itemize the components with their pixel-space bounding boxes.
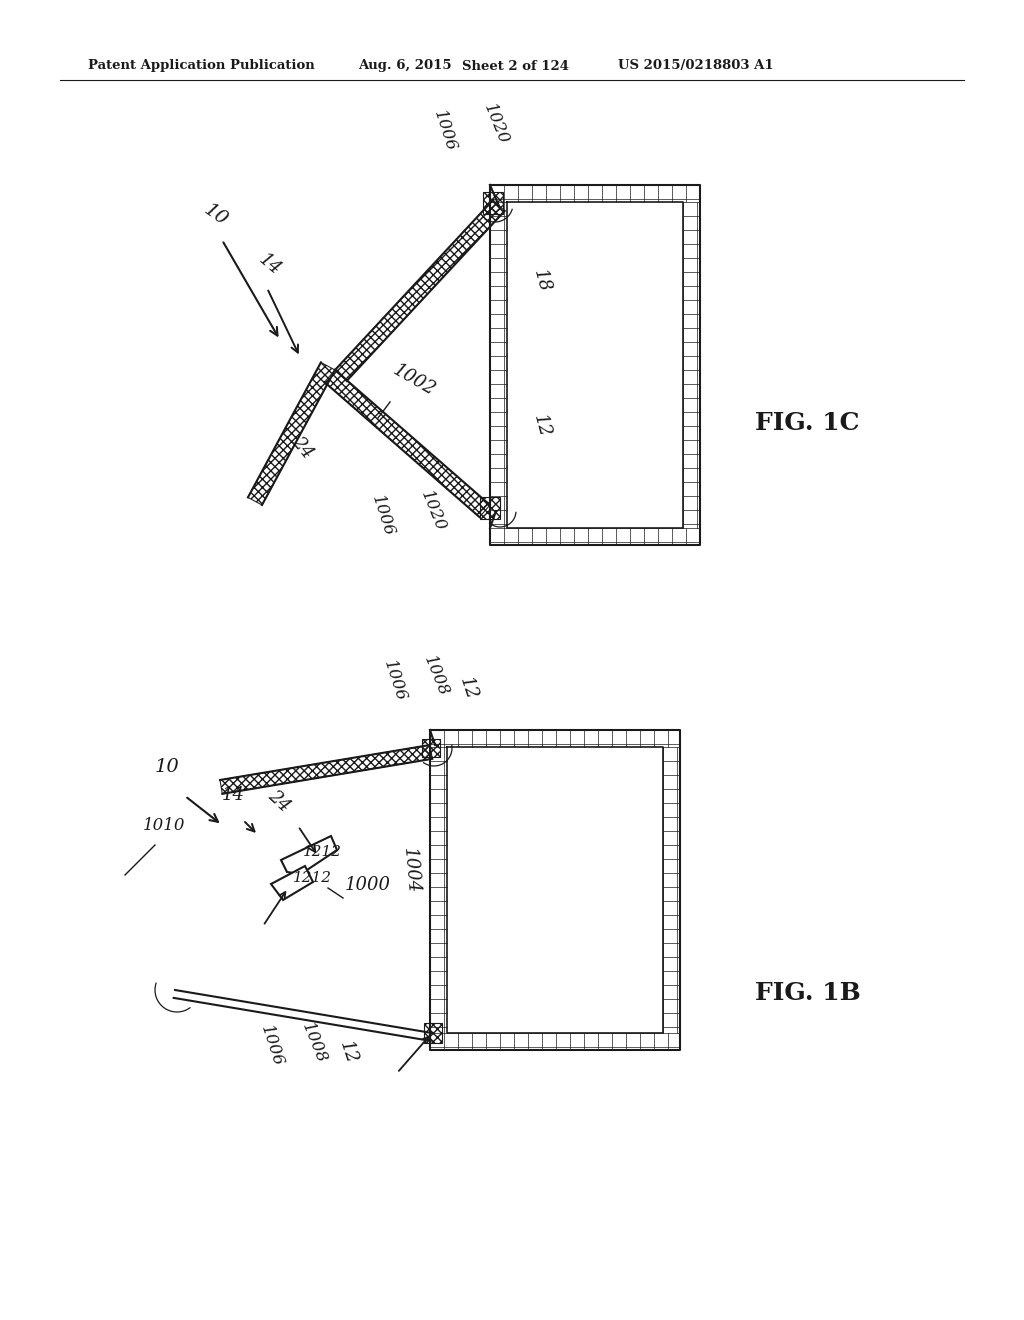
Text: 1020: 1020 <box>417 488 449 535</box>
Text: 24: 24 <box>288 433 316 462</box>
Text: 12: 12 <box>336 1039 360 1067</box>
Polygon shape <box>281 836 337 874</box>
Text: 1008: 1008 <box>298 1020 330 1067</box>
Text: 10: 10 <box>200 201 230 228</box>
Text: 14: 14 <box>222 785 245 804</box>
Polygon shape <box>271 866 313 900</box>
Text: Sheet 2 of 124: Sheet 2 of 124 <box>462 59 569 73</box>
Text: 10: 10 <box>155 758 180 776</box>
Text: 1020: 1020 <box>480 102 512 147</box>
Text: 1010: 1010 <box>143 817 185 834</box>
Text: 1008: 1008 <box>420 653 452 700</box>
Text: 1006: 1006 <box>380 659 410 704</box>
Text: 12: 12 <box>530 412 553 440</box>
Text: FIG. 1C: FIG. 1C <box>755 411 859 436</box>
Text: 14: 14 <box>255 251 285 279</box>
Text: 1000: 1000 <box>345 876 391 894</box>
Text: 12: 12 <box>456 675 480 702</box>
Text: US 2015/0218803 A1: US 2015/0218803 A1 <box>618 59 773 73</box>
Text: 18: 18 <box>530 267 553 294</box>
Text: Patent Application Publication: Patent Application Publication <box>88 59 314 73</box>
Text: 1006: 1006 <box>368 494 397 539</box>
Text: 1212: 1212 <box>293 871 332 884</box>
Text: Aug. 6, 2015: Aug. 6, 2015 <box>358 59 452 73</box>
Text: 1002: 1002 <box>390 360 439 399</box>
Text: 1006: 1006 <box>430 108 460 154</box>
Text: FIG. 1B: FIG. 1B <box>755 981 861 1005</box>
Text: 1004: 1004 <box>400 846 422 894</box>
Text: 1006: 1006 <box>257 1023 287 1069</box>
Text: 1212: 1212 <box>303 845 342 859</box>
Text: 24: 24 <box>264 787 293 816</box>
